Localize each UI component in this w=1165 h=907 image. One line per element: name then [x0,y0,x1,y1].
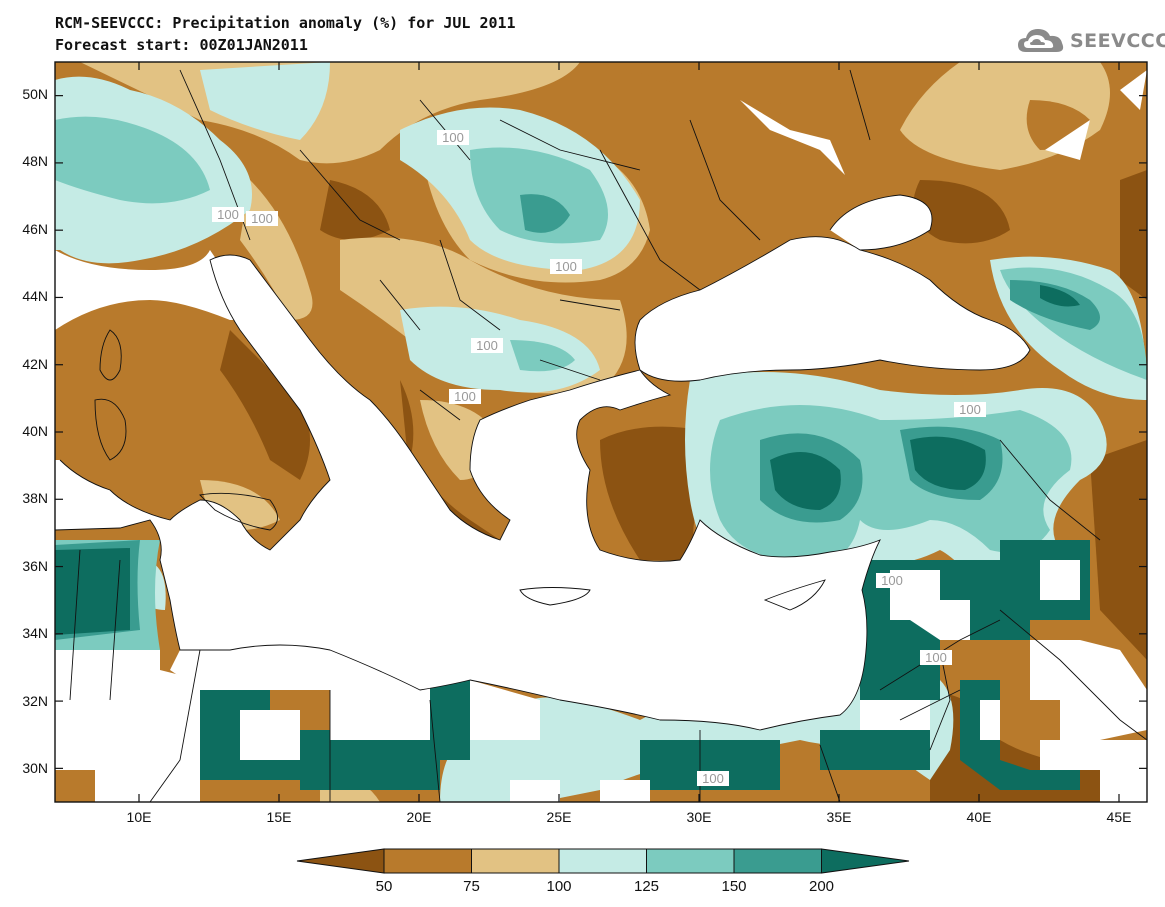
colorbar-segment [471,848,560,874]
lat-tick-label: 30N [22,760,48,776]
lon-tick-label: 25E [547,809,572,825]
lat-tick-label: 32N [22,693,48,709]
axis-ticks [55,62,1147,802]
lon-tick-label: 35E [827,809,852,825]
lat-tick-label: 50N [22,86,48,102]
lon-tick-label: 15E [267,809,292,825]
seevccc-logo: SEEVCCC [1016,24,1165,58]
colorbar-segment [733,848,822,874]
anomaly-field [55,62,1147,802]
colorbar-segment-below-50 [296,848,385,874]
contour-label: 100 [925,650,947,665]
contour-label: 100 [959,402,981,417]
lat-axis: 50N 48N 46N 44N 42N 40N 38N 36N 34N 32N … [22,86,48,776]
contour-label: 100 [442,130,464,145]
colorbar-segment [646,848,735,874]
lat-tick-label: 42N [22,356,48,372]
lon-tick-label: 20E [407,809,432,825]
map-title: RCM-SEEVCCC: Precipitation anomaly (%) f… [55,14,516,32]
lat-tick-label: 40N [22,423,48,439]
lat-tick-label: 36N [22,558,48,574]
lon-tick-label: 45E [1107,809,1132,825]
lon-tick-label: 10E [127,809,152,825]
contour-label: 100 [702,771,724,786]
coastlines [55,69,1147,802]
lon-axis: 10E 15E 20E 25E 30E 35E 40E 45E [127,809,1132,825]
lat-tick-label: 46N [22,221,48,237]
lat-tick-label: 38N [22,490,48,506]
contour-label: 100 [217,207,239,222]
colorbar [296,848,910,874]
lat-tick-label: 44N [22,288,48,304]
colorbar-label: 50 [376,878,393,895]
contour-labels: 100 100 100 100 100 100 100 100 100 100 [212,130,986,786]
lon-tick-label: 40E [967,809,992,825]
contour-label: 100 [881,573,903,588]
colorbar-segment [383,848,472,874]
logo-text: SEEVCCC [1070,30,1165,52]
colorbar-labels: 50 75 100 125 150 200 [376,878,834,895]
lat-tick-label: 48N [22,153,48,169]
contour-label: 100 [476,338,498,353]
lat-tick-label: 34N [22,625,48,641]
colorbar-label: 150 [721,878,746,895]
contour-label: 100 [251,211,273,226]
cloud-logo-icon [1018,29,1064,52]
contour-label: 100 [454,389,476,404]
colorbar-label: 75 [463,878,480,895]
colorbar-label: 125 [634,878,659,895]
lon-tick-label: 30E [687,809,712,825]
colorbar-segment [558,848,647,874]
colorbar-label: 200 [809,878,834,895]
colorbar-segment-above-200 [821,848,910,874]
contour-label: 100 [555,259,577,274]
colorbar-label: 100 [546,878,571,895]
forecast-start-label: Forecast start: 00Z01JAN2011 [55,36,308,54]
